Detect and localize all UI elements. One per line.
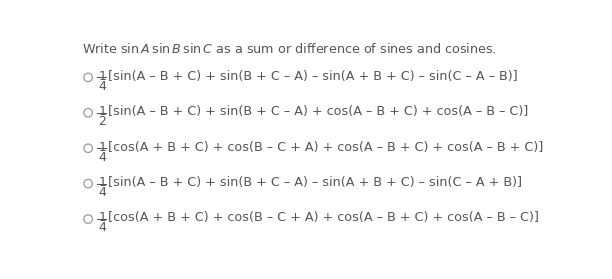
Text: 1: 1 [98, 105, 106, 118]
Text: 1: 1 [98, 211, 106, 224]
Text: 1: 1 [98, 70, 106, 83]
Text: 4: 4 [98, 150, 106, 163]
Text: [cos(A + B + C) + cos(B – C + A) + cos(A – B + C) + cos(A – B + C)]: [cos(A + B + C) + cos(B – C + A) + cos(A… [108, 141, 543, 153]
Text: 4: 4 [98, 80, 106, 93]
Text: 4: 4 [98, 186, 106, 199]
Text: 1: 1 [98, 141, 106, 153]
Text: [sin(A – B + C) + sin(B + C – A) – sin(A + B + C) – sin(C – A – B)]: [sin(A – B + C) + sin(B + C – A) – sin(A… [108, 70, 517, 83]
Text: [sin(A – B + C) + sin(B + C – A) + cos(A – B + C) + cos(A – B – C)]: [sin(A – B + C) + sin(B + C – A) + cos(A… [108, 105, 528, 118]
Text: Write sin$\,A\,$sin$\,B\,$sin$\,C$ as a sum or difference of sines and cosines.: Write sin$\,A\,$sin$\,B\,$sin$\,C$ as a … [82, 42, 497, 56]
Text: [cos(A + B + C) + cos(B – C + A) + cos(A – B + C) + cos(A – B – C)]: [cos(A + B + C) + cos(B – C + A) + cos(A… [108, 211, 539, 224]
Text: [sin(A – B + C) + sin(B + C – A) – sin(A + B + C) – sin(C – A + B)]: [sin(A – B + C) + sin(B + C – A) – sin(A… [108, 176, 521, 189]
Text: 2: 2 [98, 115, 106, 128]
Text: 1: 1 [98, 176, 106, 189]
Text: 4: 4 [98, 221, 106, 234]
